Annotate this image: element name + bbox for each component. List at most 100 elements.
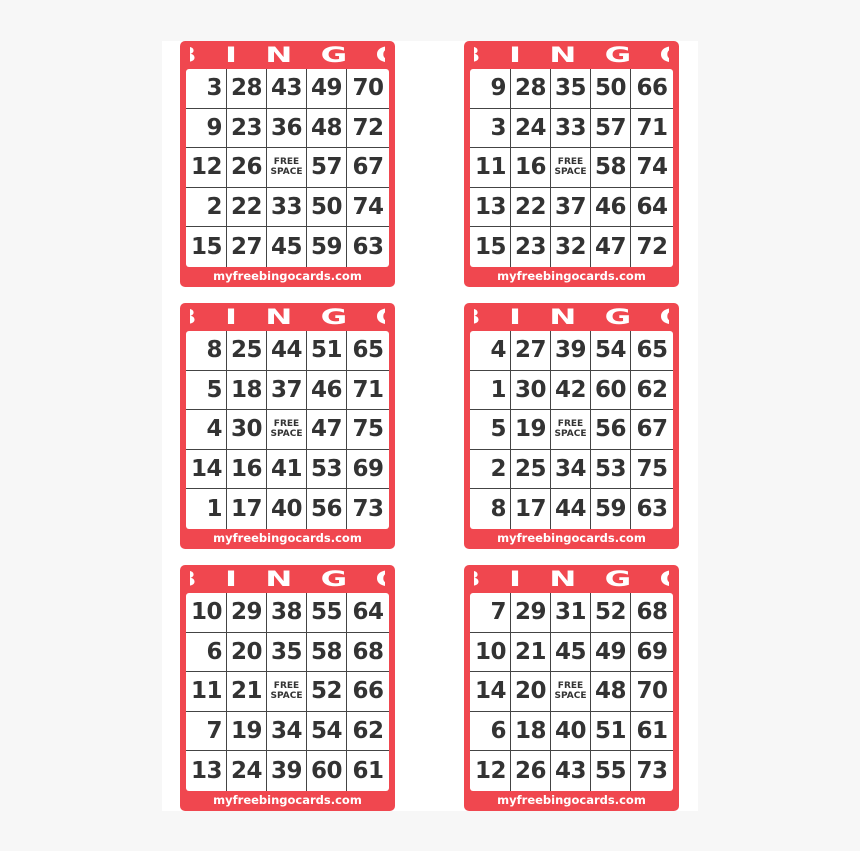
number-cell: 15 [470, 227, 511, 267]
number-cell: 18 [511, 711, 551, 752]
free-space-label: SPACE [270, 691, 303, 702]
card-footer-website: myfreebingocards.com [213, 531, 362, 545]
number-cell: 50 [591, 69, 631, 109]
number-cell: 75 [347, 410, 389, 450]
number-cell: 46 [591, 187, 631, 228]
number-cell: 70 [347, 69, 389, 109]
number-cell: 45 [551, 632, 591, 673]
number-cell: 1 [186, 489, 227, 529]
number-cell: 10 [470, 632, 511, 673]
number-cell: 39 [267, 751, 307, 791]
number-cell: 57 [307, 148, 347, 188]
number-cell: 67 [631, 410, 673, 450]
bingo-card: BINGO10293855646203558681121FREESPACE526… [180, 565, 395, 811]
number-cell: 29 [511, 593, 551, 633]
card-footer-website: myfreebingocards.com [497, 269, 646, 283]
number-cell: 1 [470, 370, 511, 411]
number-cell: 54 [591, 331, 631, 371]
number-cell: 53 [307, 449, 347, 490]
number-cell: 31 [551, 593, 591, 633]
number-cell: 27 [511, 331, 551, 371]
number-cell: 22 [511, 187, 551, 228]
card-footer-website: myfreebingocards.com [213, 793, 362, 807]
title-letter: I [224, 303, 238, 330]
number-cell: 40 [551, 711, 591, 752]
number-cell: 37 [551, 187, 591, 228]
number-cell: 61 [352, 758, 384, 785]
title-letter: G [604, 565, 632, 592]
title-letter: N [265, 565, 293, 592]
number-cell: 71 [347, 371, 389, 411]
card-footer-website: myfreebingocards.com [497, 793, 646, 807]
number-cell: 34 [551, 449, 591, 490]
free-space-cell: FREE SPACE [267, 410, 307, 450]
free-space-label: FREE [557, 157, 584, 168]
title-letter: B [474, 566, 481, 591]
number-cell: 55 [307, 593, 347, 633]
number-cell: 15 [186, 227, 227, 267]
bingo-card: BINGO72931526810214549691420FREESPACE487… [464, 565, 679, 811]
number-cell: 60 [591, 370, 631, 411]
number-grid: 7 29 31 52 68 10 21 45 49 69 14 20 FREE SPACE 48 70 6 18 4… [470, 593, 673, 791]
number-cell: 62 [631, 371, 673, 411]
number-cell: 72 [347, 109, 389, 149]
number-cell: 28 [511, 69, 551, 109]
number-grid: 4 27 39 54 65 1 30 42 60 62 5 19 FREE SPACE 56 67 2 25 34 5… [470, 331, 673, 529]
number-grid: 8 25 44 51 65 5 18 37 46 71 4 30 FREE SPACE 47 75 14 16 41… [186, 331, 389, 529]
number-cell: 64 [631, 188, 673, 228]
number-cell: 7 [186, 711, 227, 752]
bingo-sheet: BINGO3284349709233648721226FREESPACE5767… [162, 41, 698, 811]
free-space-label: FREE [273, 419, 300, 430]
number-cell: 17 [511, 489, 551, 529]
number-cell: 37 [267, 370, 307, 411]
number-cell: 72 [636, 234, 668, 261]
number-cell: 41 [267, 449, 307, 490]
title-letter: N [549, 303, 577, 330]
bingo-title: B ING O [190, 303, 385, 330]
number-cell: 44 [267, 331, 307, 371]
number-cell: 65 [631, 331, 673, 371]
number-cell: 20 [511, 672, 551, 712]
free-space-label: SPACE [270, 429, 303, 440]
number-cell: 26 [511, 751, 551, 791]
number-cell: 36 [267, 108, 307, 149]
number-cell: 12 [470, 751, 511, 791]
number-cell: 35 [267, 632, 307, 673]
number-cell: 11 [186, 672, 227, 712]
number-cell: 19 [511, 410, 551, 450]
number-cell: 66 [631, 69, 673, 109]
number-cell: 42 [551, 370, 591, 411]
free-space-label: SPACE [554, 429, 587, 440]
number-cell: 56 [307, 489, 347, 529]
number-cell: 16 [511, 148, 551, 188]
title-letter: B [190, 42, 197, 67]
bingo-card: BINGO427395465130426062519FREESPACE56672… [464, 303, 679, 549]
number-cell: 55 [591, 751, 631, 791]
title-letter: O [659, 42, 669, 67]
title-letter: N [549, 565, 577, 592]
number-cell: 63 [636, 496, 668, 523]
number-cell: 58 [591, 148, 631, 188]
number-cell: 43 [267, 69, 307, 109]
number-cell: 74 [347, 188, 389, 228]
number-cell: 68 [347, 633, 389, 673]
number-cell: 23 [511, 227, 551, 267]
bingo-title: B ING O [190, 565, 385, 592]
bingo-card: BINGO9283550663243357711116FREESPACE5874… [464, 41, 679, 287]
number-cell: 48 [591, 672, 631, 712]
title-letter: I [508, 565, 522, 592]
number-cell: 24 [511, 108, 551, 149]
number-cell: 7 [470, 593, 511, 633]
number-cell: 62 [347, 712, 389, 752]
free-space-cell: FREE SPACE [551, 672, 591, 712]
number-cell: 33 [267, 187, 307, 228]
number-cell: 40 [267, 489, 307, 529]
number-cell: 70 [631, 672, 673, 712]
free-space-label: FREE [273, 681, 300, 692]
title-letter: G [320, 565, 348, 592]
number-cell: 59 [591, 489, 631, 529]
number-cell: 9 [186, 108, 227, 149]
number-cell: 21 [511, 632, 551, 673]
number-cell: 45 [267, 227, 307, 267]
title-letter: O [375, 304, 385, 329]
